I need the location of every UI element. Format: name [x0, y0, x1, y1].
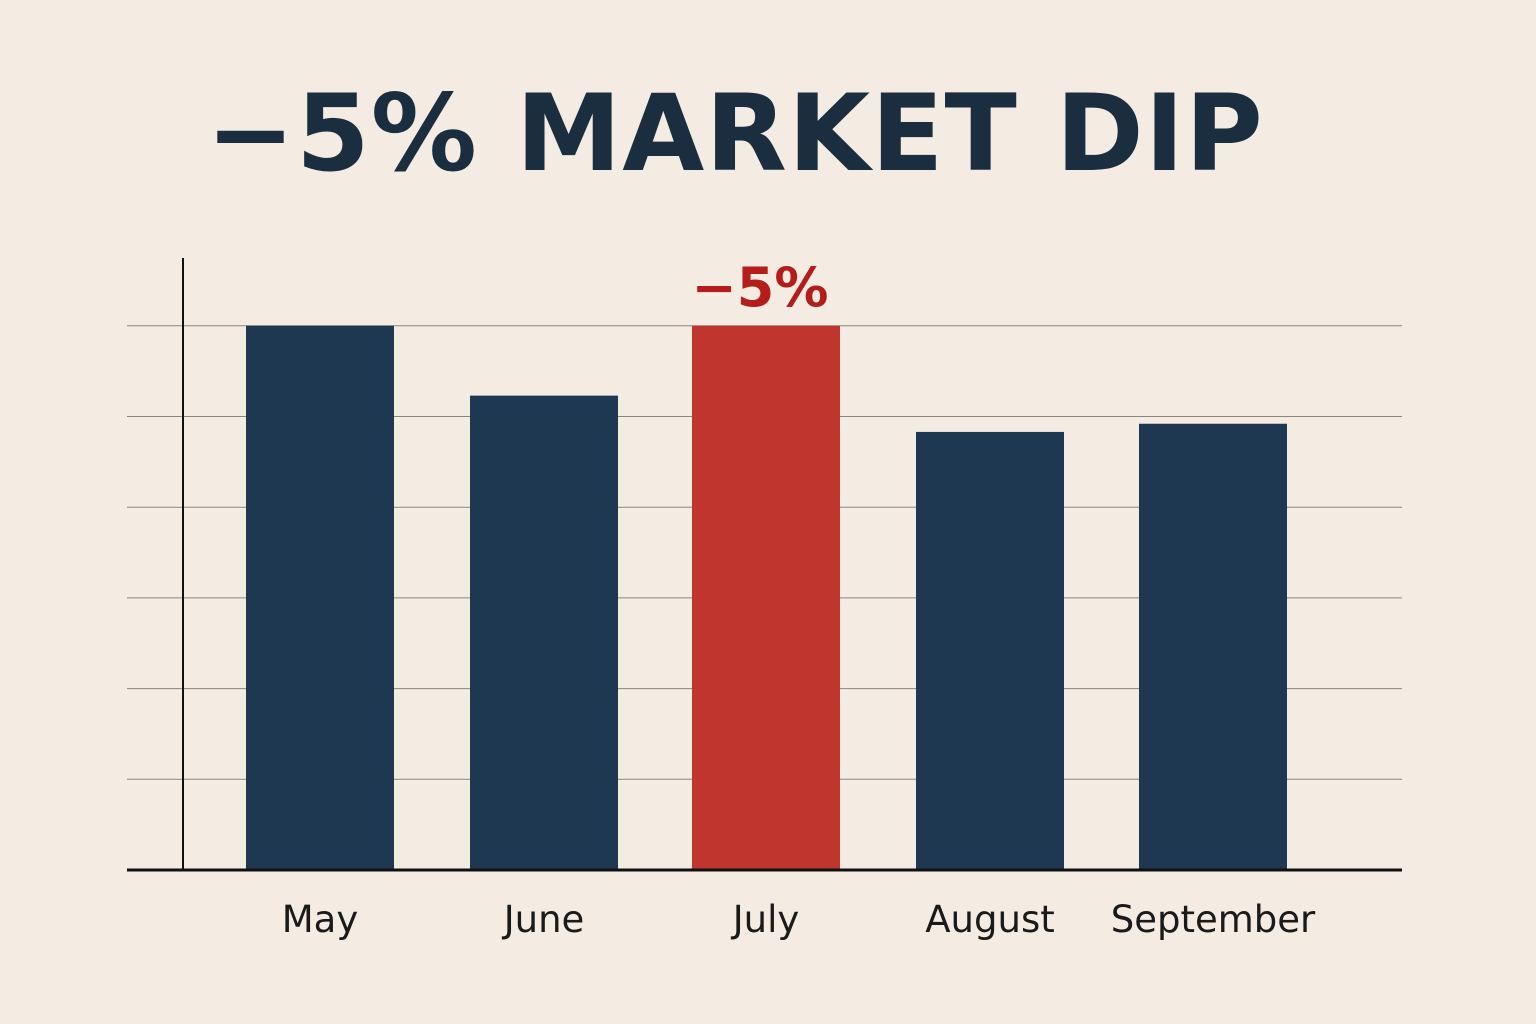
chart-title: −5% MARKET DIP	[206, 72, 1264, 195]
x-tick-label-june: June	[502, 898, 585, 941]
data-label-july: −5%	[692, 256, 829, 319]
bar-june	[470, 395, 618, 870]
bar-august	[916, 431, 1064, 870]
x-tick-label-may: May	[282, 898, 359, 941]
bar-july	[692, 325, 840, 870]
x-tick-label-september: September	[1111, 898, 1316, 941]
bar-may	[246, 325, 394, 870]
x-tick-label-august: August	[925, 898, 1054, 941]
bars	[246, 325, 1287, 870]
annotations: −5%	[692, 256, 829, 319]
x-tick-labels: May June July August September	[282, 898, 1316, 941]
bar-september	[1139, 423, 1287, 870]
x-tick-label-july: July	[731, 898, 800, 941]
